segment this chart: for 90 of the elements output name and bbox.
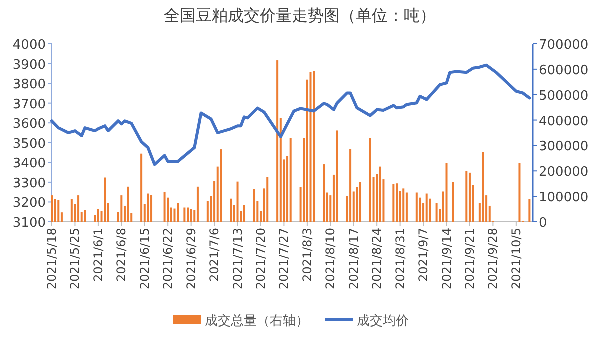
x-tick-label: 2021/9/28 <box>486 228 500 290</box>
bar <box>266 177 269 222</box>
bar <box>230 198 232 222</box>
x-tick-label: 2021/9/14 <box>440 228 454 290</box>
bar <box>323 164 326 222</box>
bar <box>426 194 428 222</box>
y2-tick-label: 300000 <box>539 140 589 155</box>
x-tick-label: 2021/6/22 <box>161 228 176 290</box>
bar <box>392 184 395 222</box>
bar <box>482 152 484 222</box>
bar <box>416 192 418 222</box>
x-tick-label: 2021/8/3 <box>300 228 314 282</box>
x-tick-label: 2021/6/29 <box>184 228 198 290</box>
bar <box>350 149 352 222</box>
bar <box>140 154 143 222</box>
bar <box>190 209 192 222</box>
bar <box>446 163 448 222</box>
bar <box>84 210 86 222</box>
bar <box>452 182 454 222</box>
bar <box>184 208 186 222</box>
bar <box>150 195 153 222</box>
bar <box>369 138 372 222</box>
bar <box>436 203 438 222</box>
x-tick-label: 2021/8/31 <box>393 228 408 290</box>
bar <box>528 199 531 222</box>
x-tick-label: 2021/8/24 <box>370 228 384 290</box>
y2-tick-label: 100000 <box>539 190 589 206</box>
bar <box>379 166 382 222</box>
bar <box>58 200 60 222</box>
y-tick-label: 4000 <box>12 38 46 53</box>
bar <box>196 186 199 222</box>
y2-tick-label: 500000 <box>539 88 589 104</box>
bar <box>97 209 100 222</box>
bar <box>468 172 471 222</box>
y2-tick-label: 700000 <box>539 38 589 53</box>
x-tick-label: 2021/5/18 <box>45 228 59 290</box>
bar <box>187 208 190 222</box>
x-tick-label: 2021/7/20 <box>254 228 268 290</box>
bar <box>164 192 166 222</box>
y2-tick-label: 400000 <box>539 114 589 130</box>
bar <box>120 196 123 222</box>
bar <box>360 182 362 222</box>
legend-label: 成交均价 <box>357 313 409 329</box>
bar <box>243 205 246 222</box>
bar <box>518 163 521 222</box>
y-tick-label: 3700 <box>12 97 46 112</box>
y2-tick-label: 0 <box>539 216 548 231</box>
bar <box>147 194 150 222</box>
x-tick-label: 2021/6/1 <box>91 228 106 282</box>
bar <box>313 71 316 222</box>
bar <box>276 60 279 222</box>
x-tick-label: 2021/9/7 <box>416 228 431 282</box>
bar <box>290 138 292 222</box>
y-tick-label: 3200 <box>12 196 46 212</box>
x-tick-label: 2021/6/8 <box>114 228 129 282</box>
bar <box>78 196 80 222</box>
x-tick-label: 2021/8/17 <box>346 228 361 290</box>
y-tick-label: 3300 <box>12 176 46 192</box>
y-tick-label: 3500 <box>12 136 46 152</box>
bar <box>54 199 56 222</box>
y-tick-label: 3400 <box>12 156 46 172</box>
y-tick-label: 3800 <box>12 78 46 93</box>
y-tick-label: 3600 <box>12 117 46 132</box>
y2-tick-label: 600000 <box>539 63 589 78</box>
bar <box>177 203 180 222</box>
bar <box>220 150 222 222</box>
x-tick-label: 2021/9/21 <box>462 228 477 290</box>
x-tick-label: 2021/10/5 <box>509 228 524 290</box>
bar <box>406 192 408 222</box>
x-tick-label: 2021/7/27 <box>277 228 292 290</box>
bar <box>310 72 312 222</box>
x-tick-label: 2021/7/6 <box>208 228 222 282</box>
bar <box>236 182 239 222</box>
bar <box>466 171 468 222</box>
bar <box>396 184 398 222</box>
legend-label: 成交总量（右轴） <box>205 313 309 329</box>
x-tick-label: 2021/5/25 <box>68 228 82 290</box>
x-tick-label: 2021/7/13 <box>230 228 245 290</box>
bar <box>402 188 405 222</box>
bar <box>70 199 73 222</box>
x-tick-label: 2021/6/15 <box>138 228 152 290</box>
bar <box>104 178 106 222</box>
y2-tick-label: 200000 <box>539 165 589 180</box>
y-tick-label: 3100 <box>12 216 46 231</box>
bar <box>51 196 53 222</box>
bar <box>336 130 338 222</box>
chart-title: 全国豆粕成交价量走势图（单位：吨） <box>164 6 436 25</box>
bar <box>253 189 256 222</box>
y-tick-label: 3900 <box>12 58 46 73</box>
x-tick-label: 2021/8/10 <box>324 228 338 290</box>
